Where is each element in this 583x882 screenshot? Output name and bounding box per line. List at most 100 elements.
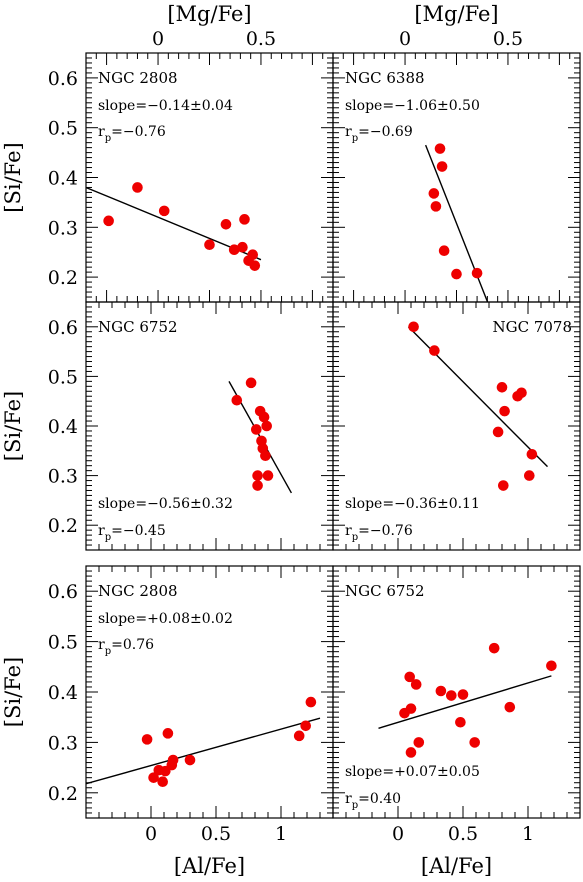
data-point <box>524 470 535 481</box>
mg-tick-label: 0.5 <box>246 28 276 50</box>
al-tick-label: 0 <box>145 823 157 845</box>
y-tick-label: 0.5 <box>48 118 78 140</box>
rp-value: =0.76 <box>111 637 154 653</box>
panel-frame <box>85 301 334 551</box>
y-axis-label: [Si/Fe] <box>1 391 25 461</box>
data-point <box>499 405 510 417</box>
data-point <box>429 345 440 356</box>
slope-label: slope=−0.14±0.04 <box>98 98 233 114</box>
data-point <box>457 689 469 700</box>
data-point <box>204 239 215 251</box>
data-point <box>250 424 262 435</box>
data-point <box>435 685 447 697</box>
rp-symbol: r <box>98 637 105 653</box>
data-point <box>410 679 422 690</box>
data-point <box>504 701 516 713</box>
slope-label: slope=−1.06±0.50 <box>345 98 480 114</box>
y-tick-label: 0.4 <box>48 416 78 438</box>
data-point <box>434 143 446 154</box>
data-point <box>158 205 170 217</box>
data-point <box>184 754 196 766</box>
bottom-x-axis-label: [Al/Fe] <box>174 854 245 878</box>
data-point <box>103 215 114 227</box>
data-point <box>252 480 263 491</box>
panel-top-left: NGC 2808 slope=−0.14±0.04 rp=−0.76 0.2 0.3 0.… <box>1 2 334 303</box>
y-tick-label: 0.3 <box>48 732 78 754</box>
data-point <box>249 260 261 271</box>
panel-middle-right: NGC 7078 slope=−0.36±0.11 rp=−0.76 <box>332 301 581 551</box>
data-point <box>300 720 312 732</box>
rp-symbol: r <box>345 791 352 807</box>
data-point <box>262 470 274 481</box>
panel-top-right: NGC 6388 slope=−1.06±0.50 rp=−0.69 0 0.5[Mg/… <box>332 2 581 303</box>
rp-value: =−0.76 <box>358 523 413 539</box>
rp-label: rp=−0.76 <box>345 523 413 543</box>
data-point <box>546 660 557 672</box>
data-point <box>245 377 257 389</box>
cluster-name: NGC 6752 <box>345 582 425 600</box>
data-point <box>258 411 270 423</box>
data-point <box>471 267 483 279</box>
y-tick-label: 0.6 <box>48 581 78 603</box>
rp-subscript: p <box>352 532 358 543</box>
al-tick-label: 1 <box>522 823 534 845</box>
y-tick-label: 0.2 <box>48 783 78 805</box>
fit-line <box>86 717 321 785</box>
y-tick-label: 0.6 <box>48 68 78 90</box>
data-point <box>408 321 419 333</box>
mg-tick-label: 0 <box>152 28 164 50</box>
data-point <box>252 470 263 481</box>
rp-value: =−0.69 <box>358 124 413 140</box>
fit-line <box>378 675 552 729</box>
slope-label: slope=−0.56±0.32 <box>98 496 233 512</box>
data-point <box>305 696 317 708</box>
cluster-name: NGC 2808 <box>98 69 178 87</box>
data-point <box>220 219 232 230</box>
mg-tick-label: 0.5 <box>493 28 523 50</box>
rp-value: =−0.45 <box>111 523 166 539</box>
y-tick-label: 0.4 <box>48 682 78 704</box>
rp-subscript: p <box>105 133 111 144</box>
y-tick-label: 0.6 <box>48 317 78 339</box>
data-point <box>516 387 527 399</box>
panel-frame <box>85 52 334 303</box>
y-tick-label: 0.3 <box>48 466 78 488</box>
rp-symbol: r <box>345 124 352 140</box>
y-axis-label: [Si/Fe] <box>1 142 25 212</box>
y-tick-label: 0.3 <box>48 217 78 239</box>
data-point <box>261 420 273 432</box>
panel-frame <box>85 565 334 819</box>
slope-label: slope=+0.08±0.02 <box>98 611 233 627</box>
data-point <box>436 161 448 172</box>
data-point <box>496 382 508 393</box>
data-point <box>526 448 538 460</box>
data-point <box>405 747 417 758</box>
panel-bottom-right: NGC 6752 slope=+0.07±0.05 rp=0.40 0 0.5 1 [Al/… <box>332 565 581 878</box>
bottom-x-axis-label: [Al/Fe] <box>421 854 492 878</box>
data-point <box>455 716 466 728</box>
y-tick-label: 0.2 <box>48 515 78 537</box>
y-tick-label: 0.4 <box>48 168 78 190</box>
panel-middle-left: NGC 6752 slope=−0.56±0.32 rp=−0.45 0.2 0.3 0.… <box>1 301 334 551</box>
data-point <box>167 754 179 766</box>
data-point <box>141 734 153 745</box>
fit-line <box>424 144 489 302</box>
data-point <box>293 730 305 742</box>
top-x-axis-label: [Mg/Fe] <box>167 2 251 26</box>
rp-subscript: p <box>352 133 358 144</box>
mg-tick-label: 0 <box>399 28 411 50</box>
al-tick-label: 0 <box>392 823 404 845</box>
al-tick-label: 0.5 <box>201 823 231 845</box>
al-tick-label: 1 <box>275 823 287 845</box>
rp-label: rp=−0.69 <box>345 124 413 144</box>
rp-subscript: p <box>352 800 358 811</box>
panel-bottom-left: NGC 2808 slope=+0.08±0.02 rp=0.76 0.2 0.3 0.4… <box>1 565 334 878</box>
y-tick-label: 0.5 <box>48 632 78 654</box>
y-tick-label: 0.5 <box>48 366 78 388</box>
data-point <box>492 426 504 438</box>
slope-label: slope=−0.36±0.11 <box>345 496 480 512</box>
cluster-name: NGC 7078 <box>492 318 572 336</box>
data-point <box>488 642 500 654</box>
rp-symbol: r <box>345 523 352 539</box>
